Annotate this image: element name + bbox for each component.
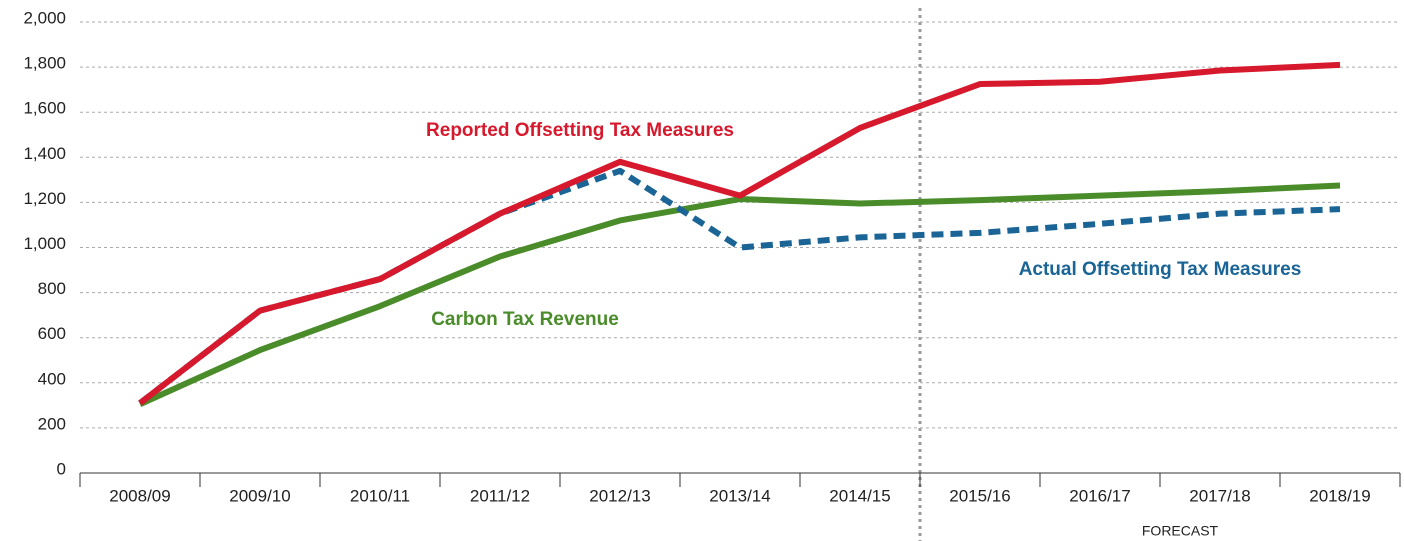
series-line	[138, 61, 1341, 406]
series-label: Carbon Tax Revenue	[431, 309, 619, 330]
y-tick-label: 600	[38, 324, 66, 343]
x-tick-label: 2011/12	[470, 486, 530, 505]
y-tick-label: 2,000	[23, 8, 66, 27]
y-tick-label: 0	[57, 459, 66, 478]
y-tick-label: 800	[38, 279, 66, 298]
series-label: Reported Offsetting Tax Measures	[426, 120, 734, 141]
y-tick-label: 1,000	[23, 234, 66, 253]
y-tick-label: 1,800	[23, 54, 66, 73]
forecast-label: FORECAST	[1142, 523, 1219, 539]
x-tick-label: 2018/19	[1309, 486, 1370, 505]
series-line	[138, 182, 1341, 407]
x-tick-label: 2017/18	[1189, 486, 1250, 505]
x-tick-label: 2010/11	[350, 486, 410, 505]
y-tick-label: 1,600	[23, 99, 66, 118]
y-tick-label: 200	[38, 414, 66, 433]
x-tick-label: 2013/14	[709, 486, 770, 505]
x-tick-label: 2008/09	[109, 486, 170, 505]
y-tick-label: 1,200	[23, 189, 66, 208]
x-tick-label: 2015/16	[949, 486, 1010, 505]
x-tick-label: 2009/10	[229, 486, 290, 505]
series-line	[138, 167, 1341, 406]
y-tick-label: 1,400	[23, 144, 66, 163]
x-tick-label: 2012/13	[589, 486, 650, 505]
x-tick-label: 2016/17	[1069, 486, 1130, 505]
series-label: Actual Offsetting Tax Measures	[1019, 259, 1302, 280]
y-tick-label: 400	[38, 369, 66, 388]
x-tick-label: 2014/15	[829, 486, 890, 505]
